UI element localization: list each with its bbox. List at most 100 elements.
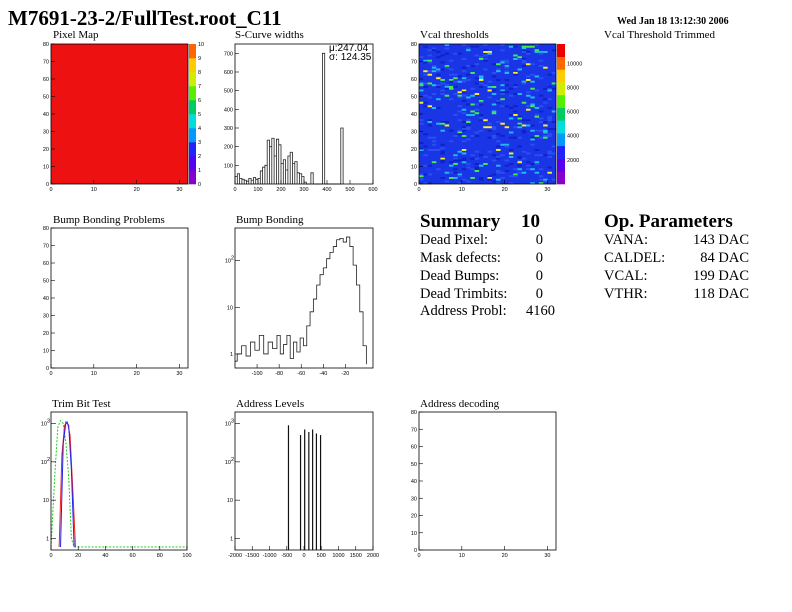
vcal-cell [513,58,518,60]
vcal-cell [521,157,527,160]
vcal-cell [440,143,445,146]
y-tick-label: 20 [43,147,49,153]
vcal-cell [521,80,527,83]
vcal-cell [466,47,471,50]
vcal-cell [474,112,480,115]
vcal-cell [543,51,548,53]
palette-band [189,156,196,171]
vcal-cell [453,163,458,165]
x-tick-label: 0 [49,371,52,377]
x-tick-label: -20 [341,371,349,377]
vcal-cell [478,178,484,181]
vcal-cell [419,101,424,104]
vcal-cell [551,110,557,113]
vcal-cell [436,70,441,73]
vcal-cell [538,65,544,67]
vcal-cell [551,72,557,74]
vcal-cell [500,105,505,108]
y-tick-label: 10 [225,460,231,466]
vcal-cell [551,145,557,148]
vcal-cell [500,135,505,137]
op-value: 118 DAC [693,286,749,302]
vcal-cell [543,180,548,183]
vcal-cell [487,129,492,132]
vcal-cell [543,66,548,69]
vcal-cell [427,136,433,139]
vcal-cell [470,72,475,74]
vcal-cell [491,136,497,139]
y-tick-label: 10 [43,349,49,355]
vcal-cell [461,178,467,181]
vcal-cell [508,175,514,178]
vcal-cell [538,154,544,157]
vcal-cell [534,51,540,53]
vcal-cell [427,182,433,185]
x-tick-label: -500 [281,553,292,559]
vcal-cell [504,79,510,81]
z-tick-label: 1 [198,168,201,174]
vcal-cell [423,73,428,76]
summary-value: 4160 [526,303,555,319]
bump_problems-frame [50,227,189,369]
vcal-cell [474,108,480,111]
vcal-cell [538,121,544,123]
summary-count: 10 [521,211,540,232]
y-tick-label: 30 [411,130,417,136]
vcal-cell [530,103,535,106]
vcal-cell [427,149,433,151]
vcal-cell [526,52,531,55]
op-label: VANA: [604,232,649,248]
vcal-cell [431,161,437,164]
y-tick-label: 10 [225,422,231,428]
vcal-cell [551,128,557,130]
vcal-cell [461,149,467,151]
vcal-cell [534,163,540,165]
vcal-cell [521,101,527,104]
vcal-cell [526,124,531,127]
vcal-cell [478,86,484,88]
vcal-cell [504,61,510,64]
vcal-cell [487,89,492,92]
vcal-cell [487,96,492,99]
vcal-cell [423,82,428,85]
vcal-cell [496,164,501,167]
vcal-cell [538,94,544,97]
vcal-cell [500,49,505,52]
vcal-cell [419,84,424,87]
vcal-cell [547,150,552,153]
x-tick-label: 30 [176,371,182,377]
vcal-cell [496,101,501,104]
vcal-cell [496,79,501,81]
vcal-cell [474,103,480,106]
z-tick-label: 4000 [567,134,579,140]
vcal-cell [453,177,458,179]
vcal-cell [504,70,510,73]
vcal-cell [530,73,535,76]
y-tick-label: 80 [43,226,49,232]
vcal-cell [461,129,467,132]
x-tick-label: -60 [297,371,305,377]
vcal-cell [427,96,433,99]
vcal-cell [538,136,544,139]
vcal-cell [551,178,557,181]
vcal-cell [457,150,463,153]
vcal-cell [436,84,441,87]
y-tick-label: 70 [411,427,417,433]
vcal-cell [444,171,450,174]
vcal-cell [483,68,488,71]
vcal-cell [461,58,467,60]
vcal-cell [500,59,505,62]
vcal-cell [419,149,424,151]
vcal-cell [538,51,544,53]
vcal-cell [530,63,535,66]
x-tick-label: 100 [253,187,262,193]
x-tick-label: 30 [544,187,550,193]
vcal-cell [423,94,428,97]
y-tick-label: 50 [43,279,49,285]
vcal-cell [461,108,467,111]
vcal-cell [543,131,548,134]
vcal-cell [470,103,475,106]
vcal-cell [526,152,531,155]
vcal-cell [538,59,544,62]
scurve-histogram [234,52,344,185]
